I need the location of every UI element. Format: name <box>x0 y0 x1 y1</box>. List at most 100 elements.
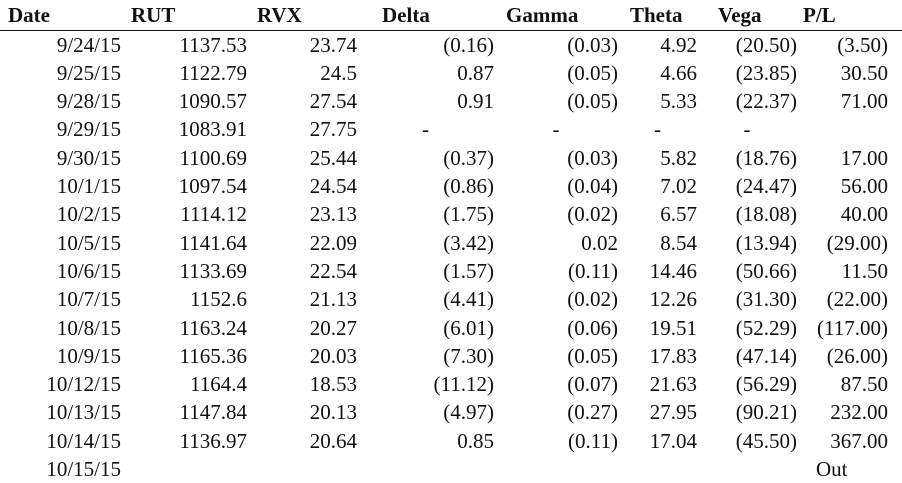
cell-date: 9/30/15 <box>56 145 121 170</box>
table-row: 10/13/15 1147.84 20.13 (4.97) (0.27) 27.95 (90… <box>0 398 902 426</box>
cell-delta: (4.97) <box>443 400 494 425</box>
cell-delta: (4.41) <box>443 287 494 312</box>
cell-rvx: 22.54 <box>309 258 357 283</box>
cell-rvx: 25.44 <box>309 145 357 170</box>
header-rut: RUT <box>131 3 176 27</box>
cell-date: 9/28/15 <box>56 89 121 114</box>
cell-rut: 1114.12 <box>180 202 247 227</box>
cell-rut: 1083.91 <box>178 117 247 142</box>
cell-delta: (3.42) <box>443 230 494 255</box>
table-row: 10/7/15 1152.6 21.13 (4.41) (0.02) 12.26 (31.3… <box>0 285 902 313</box>
cell-pl: (29.00) <box>826 230 888 255</box>
cell-gamma: (0.05) <box>567 89 618 114</box>
cell-date: 10/7/15 <box>56 287 121 312</box>
table-row: 10/14/15 1136.97 20.64 0.85 (0.11) 17.04 (45.5… <box>0 427 902 455</box>
cell-theta: 19.51 <box>649 315 697 340</box>
cell-gamma: (0.02) <box>567 202 618 227</box>
table-row: 10/6/15 1133.69 22.54 (1.57) (0.11) 14.46 (50.… <box>0 257 902 285</box>
cell-pl: (22.00) <box>826 287 888 312</box>
cell-gamma: (0.05) <box>567 60 618 85</box>
cell-gamma: (0.02) <box>567 287 618 312</box>
cell-date: 10/9/15 <box>56 343 121 368</box>
cell-vega: (31.30) <box>735 287 797 312</box>
cell-vega: (45.50) <box>735 428 797 453</box>
cell-rvx: 24.54 <box>309 174 357 198</box>
header-theta: Theta <box>630 3 683 27</box>
cell-gamma: (0.06) <box>567 315 618 340</box>
cell-pl: (26.00) <box>826 343 888 368</box>
cell-pl: 71.00 <box>840 89 888 114</box>
cell-rvx: 20.13 <box>309 400 357 425</box>
cell-pl: (3.50) <box>837 32 888 57</box>
cell-theta: 4.92 <box>660 32 697 57</box>
cell-delta: (0.16) <box>443 32 494 57</box>
cell-gamma: (0.04) <box>567 174 618 198</box>
cell-rut: 1122.79 <box>179 60 247 85</box>
cell-rvx: 20.03 <box>309 343 357 368</box>
cell-vega: (24.47) <box>735 174 797 198</box>
cell-theta: 6.57 <box>660 202 697 227</box>
cell-theta: 17.83 <box>649 343 697 368</box>
cell-rvx: 21.13 <box>309 287 357 312</box>
cell-rvx: 24.5 <box>320 60 357 85</box>
table-header-row: Date RUT RVX Delta Gamma Theta Vega P/L <box>0 0 902 30</box>
cell-rut: 1136.97 <box>179 428 247 453</box>
cell-rvx: 27.54 <box>309 89 357 114</box>
header-delta: Delta <box>382 3 430 27</box>
cell-delta: 0.91 <box>457 89 494 114</box>
cell-rvx: 23.74 <box>309 32 357 57</box>
header-rvx: RVX <box>257 3 302 27</box>
cell-date: 10/8/15 <box>56 315 121 340</box>
table-row: 9/24/15 1137.53 23.74 (0.16) (0.03) 4.92 (20.5… <box>0 31 902 59</box>
cell-delta: (7.30) <box>443 343 494 368</box>
header-rule <box>0 30 902 31</box>
cell-rut: 1090.57 <box>178 89 247 114</box>
cell-vega: (20.50) <box>735 32 797 57</box>
cell-theta: - <box>654 117 661 142</box>
cell-vega: (90.21) <box>735 400 797 425</box>
cell-rvx: 20.64 <box>309 428 357 453</box>
cell-gamma: 0.02 <box>581 230 618 255</box>
cell-date: 9/29/15 <box>56 117 121 142</box>
header-vega: Vega <box>718 3 762 27</box>
cell-date: 10/2/15 <box>56 202 121 227</box>
cell-vega: (22.37) <box>735 89 797 114</box>
cell-delta: (1.57) <box>443 258 494 283</box>
cell-rut: 1152.6 <box>190 287 247 312</box>
cell-gamma: (0.03) <box>567 32 618 57</box>
cell-date: 10/6/15 <box>56 258 121 283</box>
cell-rut: 1165.36 <box>179 343 247 368</box>
cell-theta: 21.63 <box>649 372 697 397</box>
cell-theta: 4.66 <box>660 60 697 85</box>
cell-theta: 5.33 <box>660 89 697 114</box>
table-row: 9/25/15 1122.79 24.5 0.87 (0.05) 4.66 (23.85) 3… <box>0 59 902 87</box>
table-row: 9/28/15 1090.57 27.54 0.91 (0.05) 5.33 (22.37)… <box>0 87 902 115</box>
cell-delta: (0.86) <box>443 174 494 198</box>
cell-delta: 0.87 <box>457 60 494 85</box>
cell-date: 10/1/15 <box>56 174 121 198</box>
table-row: 9/30/15 1100.69 25.44 (0.37) (0.03) 5.82 (18.7… <box>0 144 902 172</box>
cell-delta: (6.01) <box>443 315 494 340</box>
cell-gamma: (0.07) <box>567 372 618 397</box>
cell-rut: 1097.54 <box>178 174 247 198</box>
cell-pl: 87.50 <box>840 372 888 397</box>
cell-rut: 1164.4 <box>190 372 247 397</box>
cell-gamma: (0.11) <box>568 258 618 283</box>
cell-theta: 17.04 <box>649 428 697 453</box>
cell-date: 10/13/15 <box>46 400 121 425</box>
cell-gamma: (0.11) <box>568 428 618 453</box>
header-pl: P/L <box>803 3 836 27</box>
cell-delta: (0.37) <box>443 145 494 170</box>
cell-rvx: 18.53 <box>309 372 357 397</box>
cell-date: 10/12/15 <box>46 372 121 397</box>
cell-vega: (56.29) <box>735 372 797 397</box>
cell-vega: (18.08) <box>735 202 797 227</box>
cell-pl: Out <box>816 457 848 481</box>
cell-rvx: 27.75 <box>309 117 357 142</box>
cell-vega: - <box>743 117 751 142</box>
cell-rut: 1137.53 <box>179 32 247 57</box>
cell-pl: 367.00 <box>830 428 888 453</box>
cell-rut: 1133.69 <box>179 258 247 283</box>
cell-theta: 8.54 <box>660 230 697 255</box>
table-row: 10/12/15 1164.4 18.53 (11.12) (0.07) 21.63 (56… <box>0 370 902 398</box>
